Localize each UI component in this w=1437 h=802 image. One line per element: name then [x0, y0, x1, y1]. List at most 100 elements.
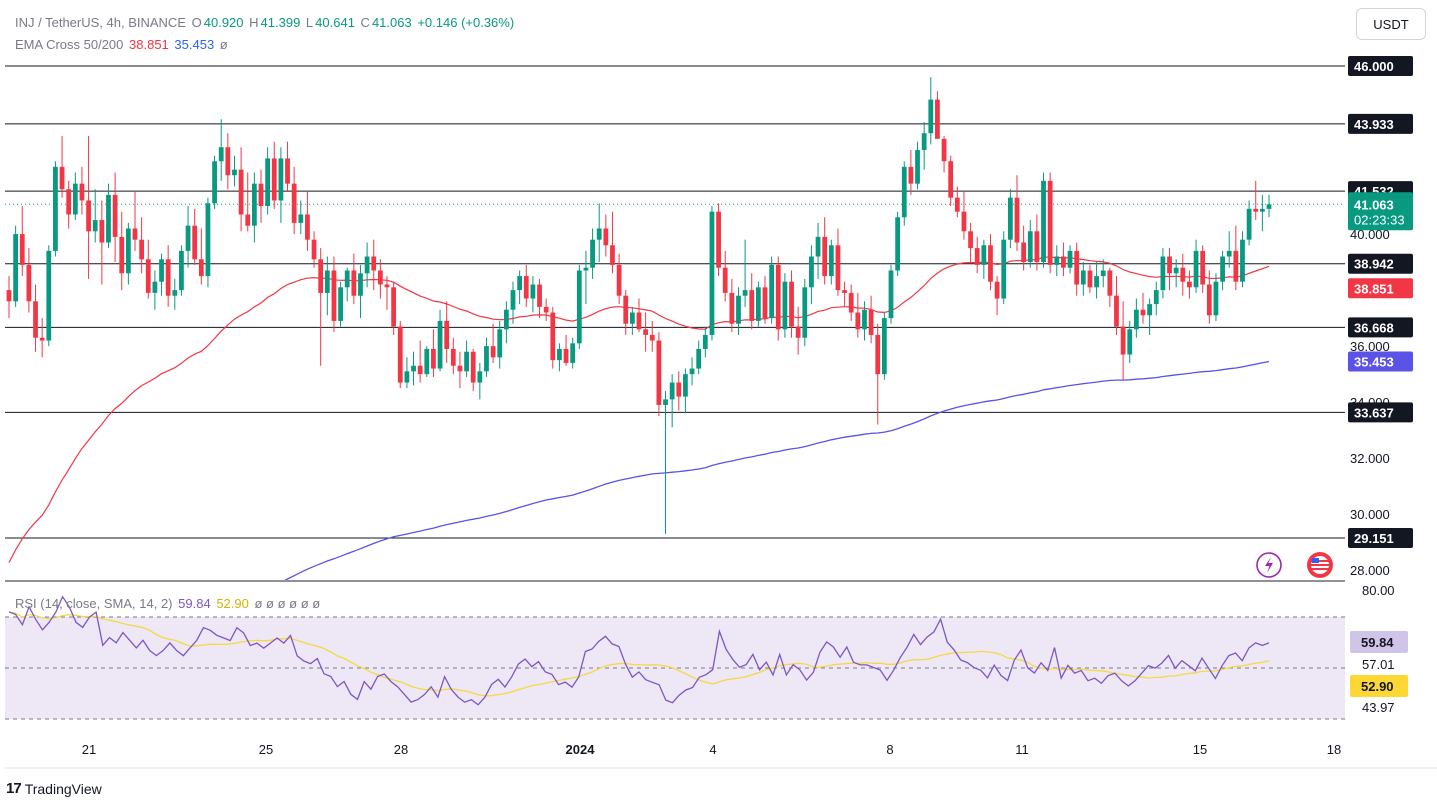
candle-body: [1200, 250, 1206, 285]
level-price-label[interactable]: 29.151: [1348, 528, 1413, 548]
candle-body: [1160, 256, 1166, 291]
candle: [358, 264, 363, 319]
candle-body: [1041, 180, 1046, 263]
price-axis[interactable]: 28.00030.00032.00034.00036.00040.00046.0…: [1348, 56, 1413, 578]
rsi-tick-label: 57.01: [1362, 657, 1395, 672]
currency-button[interactable]: USDT: [1356, 8, 1426, 40]
candle-body: [1054, 256, 1060, 265]
candle-body: [888, 270, 894, 319]
symbol-title[interactable]: INJ / TetherUS, 4h, BINANCE: [15, 15, 186, 30]
candle-body: [457, 365, 463, 372]
tradingview-logo[interactable]: 17 TradingView: [6, 780, 102, 797]
candle: [298, 200, 304, 235]
candle-body: [669, 382, 675, 400]
candle-body: [132, 228, 138, 240]
candle-body: [789, 281, 794, 327]
candle: [543, 298, 549, 321]
candle-body: [72, 183, 78, 215]
candle-body: [159, 259, 164, 282]
candle: [901, 161, 907, 226]
rsi-sma-value: 52.90: [216, 596, 249, 611]
candle: [1213, 273, 1219, 321]
time-tick-label: 11: [1015, 742, 1029, 757]
candle: [205, 197, 211, 288]
candle-body: [643, 329, 649, 335]
candle: [1114, 276, 1119, 335]
candle-body: [1100, 270, 1106, 277]
rsi-tick-label: 80.00: [1362, 583, 1395, 598]
candle-body: [1206, 284, 1212, 316]
candle-body: [649, 334, 655, 341]
candle: [397, 320, 403, 389]
candle: [683, 368, 688, 414]
flash-icon[interactable]: [1256, 552, 1282, 578]
candle: [702, 326, 708, 358]
candle: [1173, 259, 1179, 288]
ema50-price-label[interactable]: 38.851: [1348, 278, 1413, 299]
rsi-extras: ø ø ø ø ø ø: [254, 596, 321, 611]
price-tick-label: 30.000: [1350, 507, 1390, 522]
candle-body: [484, 346, 489, 372]
candle-body: [610, 245, 615, 265]
candle: [391, 281, 397, 335]
rsi-axis[interactable]: 80.00 57.01 43.97 59.84 52.90: [1350, 583, 1408, 715]
candle-body: [1193, 250, 1199, 288]
ema-suffix: ø: [219, 37, 228, 52]
candle: [1120, 301, 1126, 380]
candle: [928, 77, 934, 145]
candle: [835, 228, 841, 296]
ema-header: EMA Cross 50/200 38.851 35.453 ø: [15, 37, 230, 52]
candle-body: [629, 312, 635, 324]
candle: [305, 192, 310, 251]
candle-body: [86, 200, 91, 232]
candle-body: [431, 348, 436, 369]
us-flag-icon[interactable]: [1307, 552, 1333, 578]
rsi-sma-value-label[interactable]: 52.90: [1350, 675, 1408, 697]
brand-name: TradingView: [24, 780, 102, 797]
ema-label[interactable]: EMA Cross 50/200: [15, 37, 124, 52]
candle-body: [404, 371, 410, 383]
level-price-label[interactable]: 38.942: [1348, 253, 1413, 274]
candle: [510, 281, 516, 324]
candle: [172, 278, 178, 310]
candle-body: [616, 264, 622, 296]
candle: [46, 245, 52, 347]
candle: [1127, 320, 1133, 363]
rsi-label[interactable]: RSI (14, close, SMA, 14, 2): [15, 596, 173, 611]
candle: [1140, 292, 1146, 324]
candle-body: [974, 248, 980, 265]
candle: [437, 309, 443, 372]
candle: [338, 281, 343, 327]
candle: [689, 357, 695, 386]
candle: [855, 292, 861, 338]
rsi-value-label[interactable]: 59.84: [1350, 631, 1408, 653]
level-price-label[interactable]: 43.933: [1348, 113, 1413, 134]
candle: [583, 250, 589, 305]
candle: [384, 276, 390, 310]
rsi-pane: [5, 595, 1345, 720]
candle-body: [1266, 204, 1272, 209]
candle-body: [636, 312, 642, 330]
candle: [888, 264, 894, 324]
candle: [643, 312, 649, 352]
candle-body: [676, 382, 682, 397]
candle: [537, 278, 542, 319]
candle-body: [1120, 326, 1126, 355]
candle-body: [311, 239, 317, 260]
candle-body: [119, 236, 125, 274]
level-price-label[interactable]: 46.000: [1348, 56, 1413, 76]
level-price-label[interactable]: 33.637: [1348, 402, 1413, 423]
candle-body: [251, 183, 257, 226]
time-axis[interactable]: 21 25 28 2024 4 8 11 15 18: [82, 742, 1341, 757]
candle-body: [59, 166, 65, 190]
candle-body: [835, 245, 841, 291]
candle-body: [1007, 197, 1013, 240]
candle-body: [530, 284, 536, 299]
ema200-price-label[interactable]: 35.453: [1348, 351, 1413, 372]
candle-body: [988, 245, 993, 282]
svg-text:36.668: 36.668: [1354, 320, 1394, 335]
candle: [815, 222, 821, 279]
level-price-label[interactable]: 36.668: [1348, 317, 1413, 338]
